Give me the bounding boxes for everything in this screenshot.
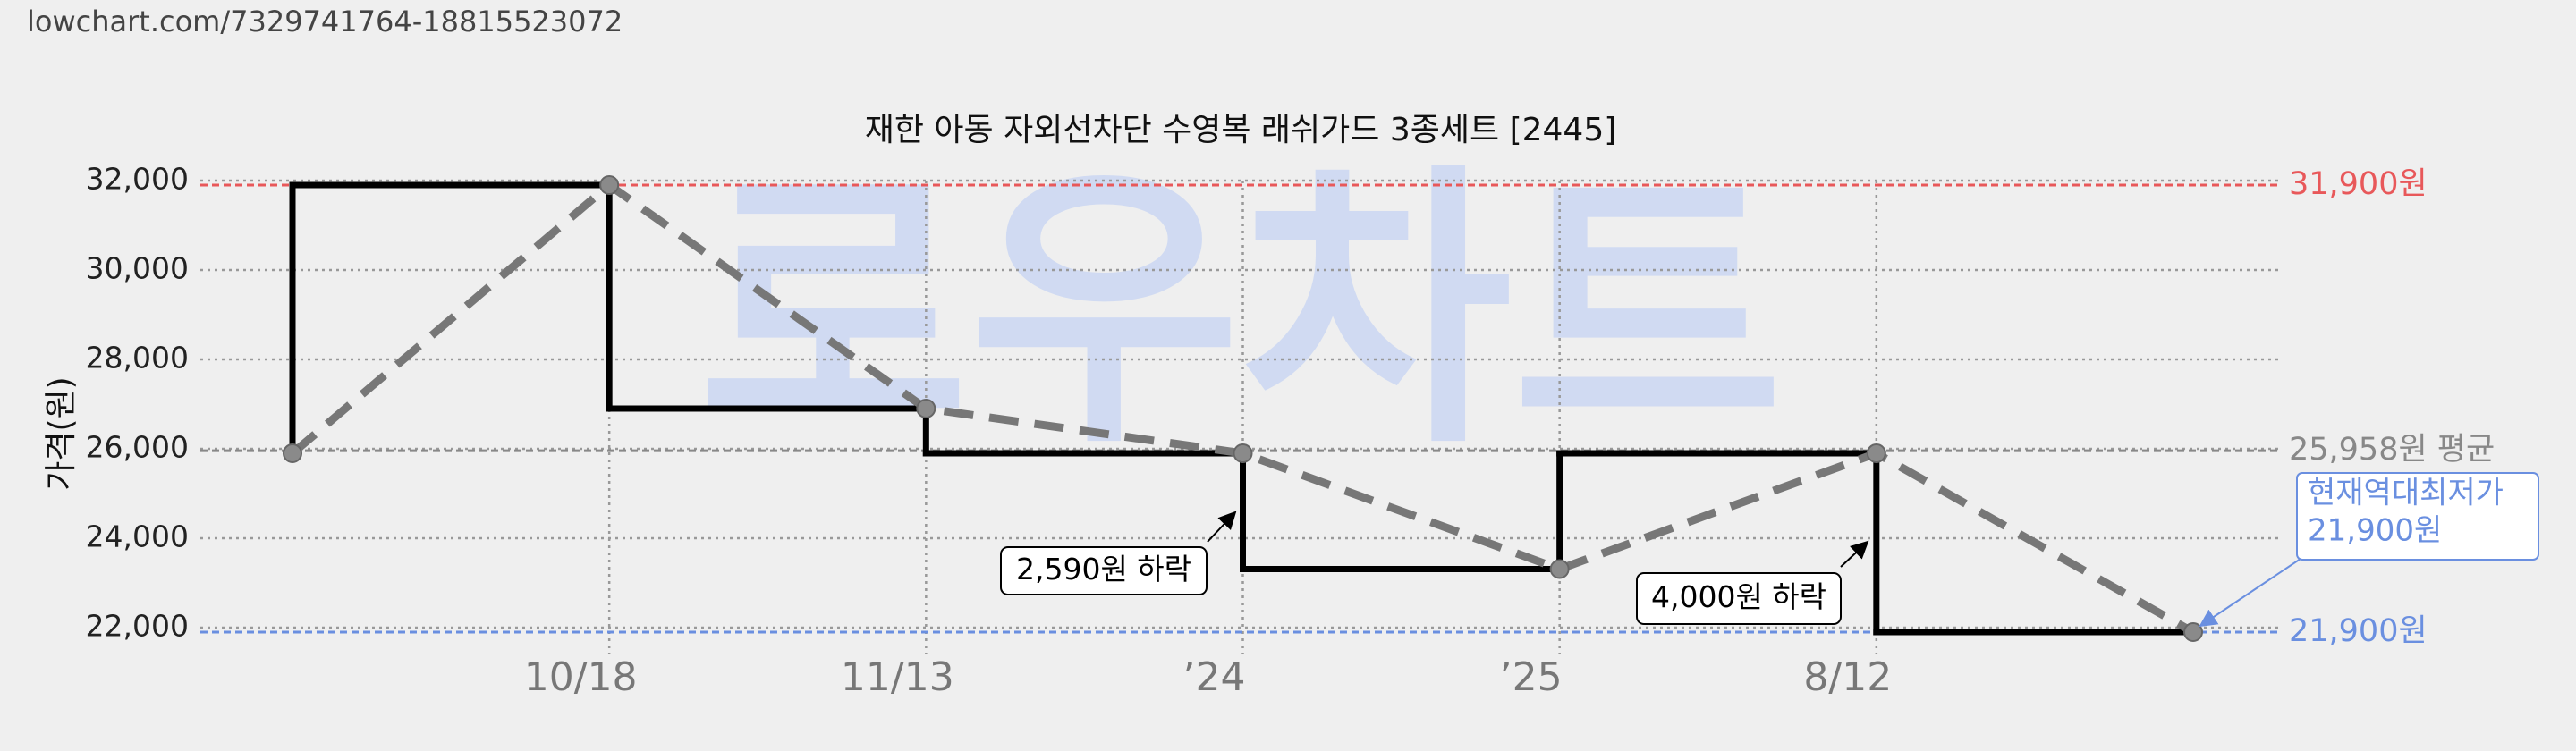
point — [2183, 622, 2203, 642]
annotation-text: 4,000원 하락 — [1651, 579, 1826, 614]
reference-label: 31,900원 — [2289, 166, 2428, 202]
point — [916, 399, 936, 418]
url: lowchart.com/7329741764-18815523072 — [27, 4, 623, 38]
x-tick-label: ’25 — [1500, 654, 1563, 700]
annotation-arrow — [1840, 540, 1869, 568]
reference-label: 21,900원 — [2289, 613, 2428, 649]
y-tick-label: 28,000 — [86, 341, 189, 376]
y-tick-label: 22,000 — [86, 609, 189, 644]
callout-text: 21,900원 — [2308, 513, 2442, 549]
annotation-arrow — [1207, 511, 1237, 543]
annotation-text: 2,590원 하락 — [1016, 552, 1191, 586]
x-tick-label: 11/13 — [841, 654, 954, 700]
callout-arrow — [2199, 558, 2301, 628]
y-tick-label: 32,000 — [86, 162, 189, 197]
y-tick-label: 24,000 — [86, 519, 189, 554]
callout-box — [2296, 472, 2539, 561]
point — [283, 443, 302, 463]
annotation-box — [1000, 546, 1208, 595]
y-axis-label: 가격(원) — [43, 376, 80, 490]
point — [599, 175, 620, 195]
point — [1866, 443, 1886, 463]
x-tick-label: 10/18 — [524, 654, 638, 700]
annotation-box — [1636, 572, 1842, 625]
point — [1233, 443, 1253, 463]
y-tick-label: 30,000 — [86, 251, 189, 286]
chart-title: 재한 아동 자외선차단 수영복 래쉬가드 3종세트 [2445] — [865, 112, 1617, 148]
reference-label: 25,958원 평균 — [2289, 432, 2495, 468]
callout-text: 현재역대최저가 — [2308, 476, 2504, 511]
x-tick-label: ’24 — [1183, 654, 1246, 700]
point — [1549, 559, 1570, 579]
y-tick-label: 26,000 — [86, 430, 189, 465]
watermark: 로우차트 — [698, 139, 1784, 483]
x-tick-label: 8/12 — [1803, 654, 1892, 700]
